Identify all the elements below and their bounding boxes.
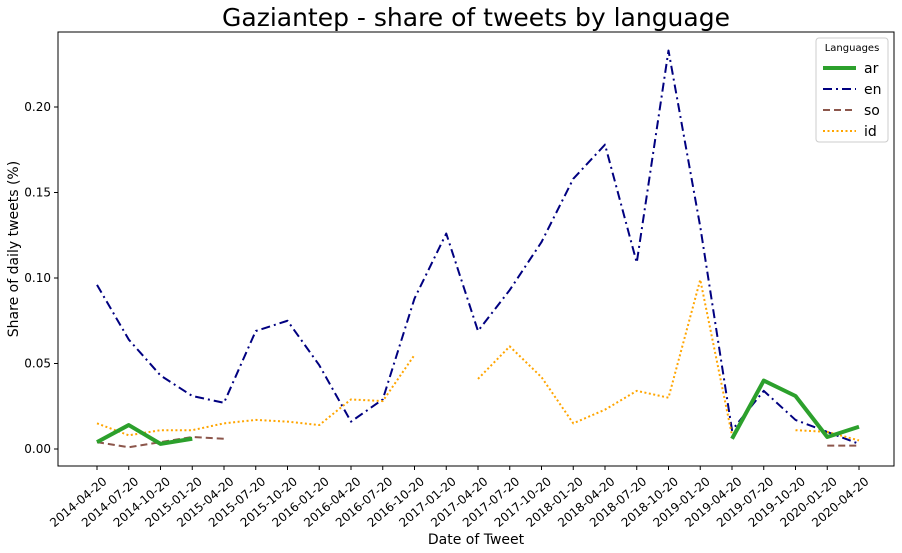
plot-area xyxy=(57,31,895,467)
series-lines xyxy=(96,49,860,449)
legend-items: ar en so id xyxy=(823,61,882,140)
x-axis-ticks: 2014-04-202014-07-202014-10-202015-01-20… xyxy=(47,466,872,530)
series-line-ar xyxy=(96,423,193,446)
series-line-id xyxy=(795,429,860,442)
legend-label-so: so xyxy=(864,103,880,119)
y-axis-label: Share of daily tweets (%) xyxy=(6,161,22,337)
y-tick-label: 0.20 xyxy=(24,100,51,114)
x-axis-label: Date of Tweet xyxy=(428,532,525,548)
legend-label-en: en xyxy=(864,82,882,98)
y-tick-label: 0.10 xyxy=(24,271,51,285)
y-tick-label: 0.00 xyxy=(24,442,51,456)
series-line-en xyxy=(96,49,860,445)
chart-title: Gaziantep - share of tweets by language xyxy=(222,3,730,32)
y-tick-label: 0.05 xyxy=(24,357,51,371)
legend: Languages ar en so id xyxy=(815,37,889,143)
series-line-id xyxy=(96,354,416,437)
series-line-ar xyxy=(730,378,860,440)
y-axis-ticks: 0.00 0.05 0.10 0.15 0.20 xyxy=(24,100,58,456)
series-line-id xyxy=(477,278,733,436)
y-tick-label: 0.15 xyxy=(24,186,51,200)
legend-box xyxy=(815,37,889,143)
legend-title: Languages xyxy=(825,43,880,54)
legend-label-id: id xyxy=(864,124,877,140)
legend-label-ar: ar xyxy=(864,61,879,77)
